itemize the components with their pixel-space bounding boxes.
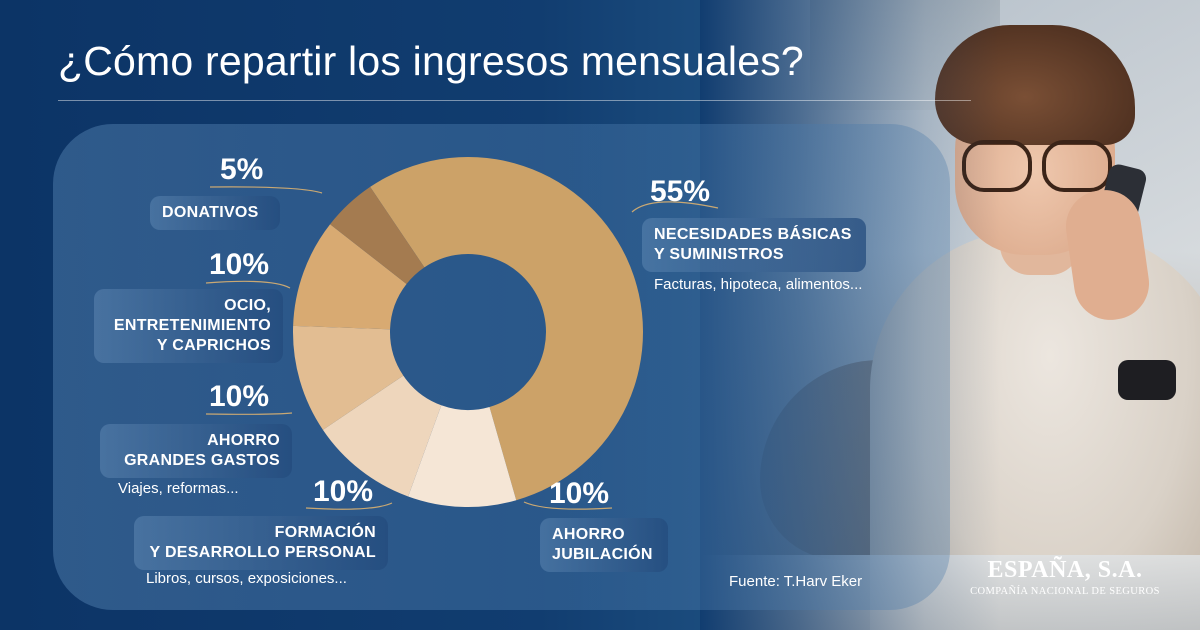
category-tag-ocio: OCIO, ENTRETENIMIENTO Y CAPRICHOS: [94, 289, 283, 363]
category-line: Y CAPRICHOS: [156, 337, 271, 354]
category-tag-jubilacion: AHORRO JUBILACIÓN: [540, 518, 668, 572]
category-line: JUBILACIÓN: [552, 546, 653, 563]
category-line: ENTRETENIMIENTO: [113, 317, 271, 334]
brand-tagline: COMPAÑÍA NACIONAL DE SEGUROS: [970, 586, 1160, 597]
category-line: Y DESARROLLO PERSONAL: [149, 544, 376, 561]
category-line: DONATIVOS: [162, 204, 259, 221]
category-subtext-formacion: Libros, cursos, exposiciones...: [146, 570, 347, 587]
leader-line-grandes-gastos: [205, 412, 293, 415]
pct-label-donativos: 5%: [220, 153, 264, 186]
leader-line-jubilacion: [523, 501, 613, 510]
category-line: NECESIDADES BÁSICAS: [654, 226, 852, 243]
category-subtext-grandes-gastos: Viajes, reformas...: [118, 480, 239, 497]
category-line: AHORRO: [207, 432, 280, 449]
category-line: Y SUMINISTROS: [654, 246, 784, 263]
pct-label-formacion: 10%: [313, 475, 374, 508]
category-line: GRANDES GASTOS: [124, 452, 280, 469]
category-subtext-necesidades: Facturas, hipoteca, alimentos...: [654, 276, 863, 293]
donut-slice-necesidades: [370, 156, 644, 501]
donut-slice-ocio: [293, 224, 407, 330]
pct-label-grandes-gastos: 10%: [209, 380, 270, 413]
pct-label-jubilacion: 10%: [549, 477, 610, 510]
category-tag-donativos: DONATIVOS: [150, 196, 280, 230]
donut-slice-donativos: [330, 186, 425, 284]
donut-slice-grandes-gastos: [293, 325, 404, 430]
leader-line-ocio: [205, 280, 291, 289]
page-title: ¿Cómo repartir los ingresos mensuales?: [58, 38, 804, 84]
category-tag-grandes-gastos: AHORRO GRANDES GASTOS: [100, 424, 292, 478]
brand-logo: ESPAÑA, S.A. COMPAÑÍA NACIONAL DE SEGURO…: [955, 557, 1175, 597]
category-tag-formacion: FORMACIÓN Y DESARROLLO PERSONAL: [134, 516, 388, 570]
donut-slice-jubilacion: [408, 405, 517, 507]
brand-name: ESPAÑA, S.A.: [987, 557, 1143, 583]
title-divider: [58, 100, 971, 101]
pct-label-ocio: 10%: [209, 248, 270, 281]
source-note: Fuente: T.Harv Eker: [729, 573, 863, 590]
leader-line-necesidades: [631, 201, 719, 213]
pct-label-necesidades: 55%: [650, 175, 711, 208]
donut-slice-formacion: [322, 375, 442, 497]
category-line: FORMACIÓN: [274, 524, 376, 541]
leader-line-donativos: [209, 186, 323, 194]
leader-line-formacion: [305, 502, 393, 510]
category-line: OCIO,: [224, 297, 271, 314]
category-line: AHORRO: [552, 526, 625, 543]
category-tag-necesidades: NECESIDADES BÁSICAS Y SUMINISTROS: [642, 218, 866, 272]
